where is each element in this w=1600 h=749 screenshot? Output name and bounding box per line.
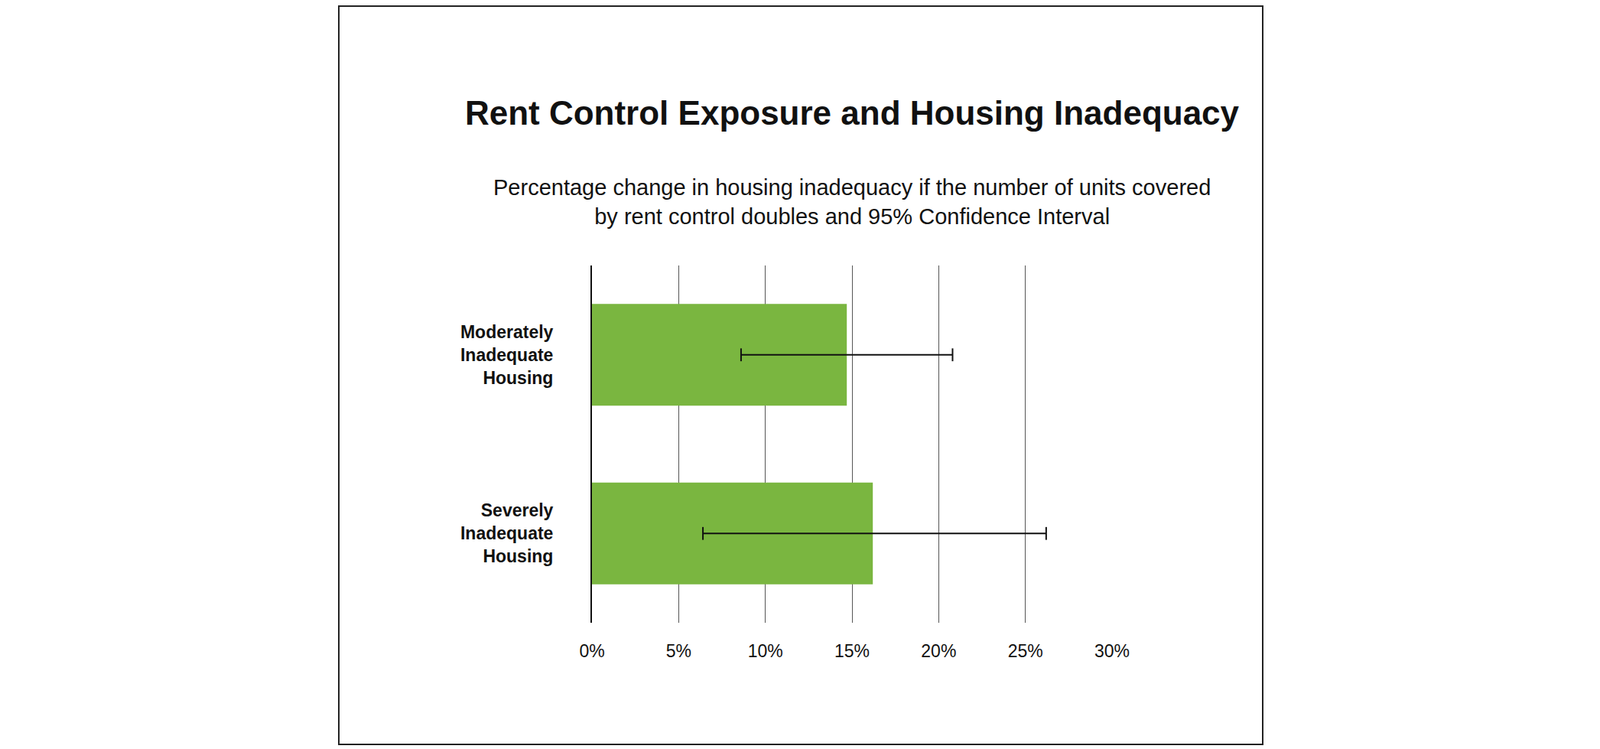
svg-text:30%: 30% bbox=[1094, 640, 1130, 661]
svg-text:15%: 15% bbox=[834, 640, 870, 661]
svg-text:0%: 0% bbox=[578, 640, 605, 661]
svg-text:20%: 20% bbox=[920, 640, 957, 661]
svg-text:Percentage change in housing i: Percentage change in housing inadequacy … bbox=[493, 175, 1211, 229]
svg-text:ModeratelyInadequateHousing: ModeratelyInadequateHousing bbox=[460, 321, 554, 388]
svg-text:25%: 25% bbox=[1008, 640, 1044, 661]
svg-text:10%: 10% bbox=[747, 640, 784, 661]
svg-text:5%: 5% bbox=[666, 640, 692, 661]
svg-text:Rent Control Exposure and Hous: Rent Control Exposure and Housing Inadeq… bbox=[465, 94, 1240, 132]
svg-text:SeverelyInadequateHousing: SeverelyInadequateHousing bbox=[460, 500, 554, 566]
